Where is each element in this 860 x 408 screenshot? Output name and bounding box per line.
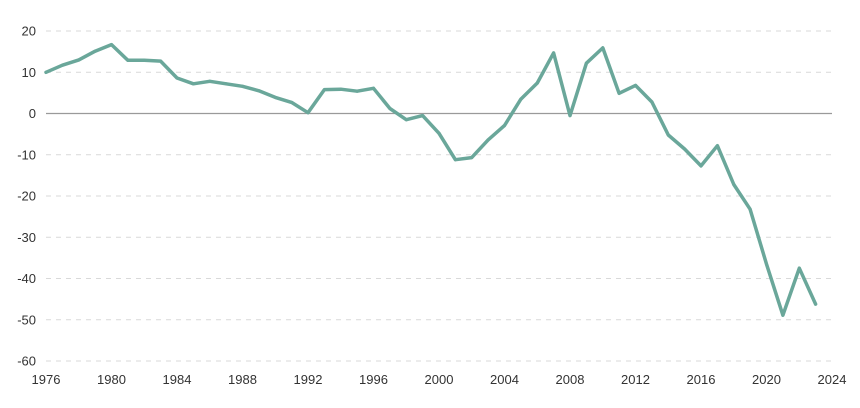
data-point [650, 100, 654, 104]
data-point [584, 61, 588, 65]
data-point [191, 82, 195, 86]
x-tick-label: 2004 [490, 372, 519, 387]
gridlines [46, 30, 832, 362]
data-point [732, 183, 736, 186]
data-point [44, 70, 48, 74]
data-point [257, 89, 261, 93]
x-tick-label: 1976 [32, 372, 61, 387]
data-point [797, 266, 801, 270]
data-point [437, 131, 441, 135]
series-layer [44, 42, 818, 317]
y-tick-label: -20 [17, 189, 36, 204]
series-line [44, 42, 818, 317]
x-axis-tick-labels: 1976 1980 1984 1988 1992 1996 2000 2004 2008 2012… [32, 372, 847, 387]
y-tick-label: -30 [17, 230, 36, 245]
data-point [715, 144, 719, 148]
data-point [503, 124, 506, 127]
x-tick-label: 2000 [425, 372, 454, 387]
data-point [568, 114, 572, 118]
data-point [683, 147, 687, 151]
data-point [453, 158, 457, 162]
x-tick-label: 1996 [359, 372, 388, 387]
data-point [224, 82, 228, 86]
data-point [781, 313, 785, 317]
data-point [126, 58, 130, 62]
data-point [355, 89, 359, 93]
data-point [486, 138, 490, 142]
data-point [290, 100, 294, 104]
data-point [142, 58, 146, 62]
y-tick-label: -60 [17, 354, 36, 369]
data-point [159, 59, 163, 63]
x-tick-label: 1992 [294, 372, 323, 387]
data-point [814, 302, 818, 306]
data-point [388, 107, 392, 110]
x-tick-label: 2008 [556, 372, 585, 387]
x-tick-label: 2020 [752, 372, 781, 387]
y-tick-label: -40 [17, 271, 36, 286]
data-point [617, 91, 621, 95]
x-tick-label: 1988 [228, 372, 257, 387]
data-point [748, 207, 752, 211]
data-point [93, 49, 97, 53]
y-tick-label: 0 [29, 106, 36, 121]
data-point [339, 87, 343, 91]
y-tick-label: 20 [22, 24, 36, 39]
data-point [77, 58, 81, 62]
data-point [372, 86, 375, 90]
data-point [60, 63, 64, 67]
data-point [535, 81, 539, 85]
data-point [110, 43, 113, 47]
data-point [421, 114, 425, 118]
x-tick-label: 2024 [818, 372, 847, 387]
data-point [519, 97, 523, 101]
x-tick-label: 1984 [163, 372, 192, 387]
data-point [241, 84, 244, 88]
data-point [175, 76, 179, 80]
y-tick-label: 10 [22, 65, 36, 80]
data-point [634, 83, 637, 87]
data-point [470, 156, 474, 160]
data-point [306, 111, 310, 115]
data-point [552, 51, 556, 55]
data-point [273, 95, 277, 99]
data-point [699, 164, 703, 168]
data-point [666, 133, 670, 137]
data-point [322, 88, 326, 92]
x-tick-label: 2012 [621, 372, 650, 387]
x-tick-label: 2016 [687, 372, 716, 387]
y-tick-label: -10 [17, 147, 36, 162]
data-point [765, 262, 768, 266]
x-tick-label: 1980 [97, 372, 126, 387]
data-point [208, 79, 212, 83]
data-point [404, 118, 408, 122]
data-point [601, 46, 605, 50]
y-axis-tick-labels: 20 10 0 -10 -20 -30 -40 -50 -60 [17, 24, 36, 369]
y-tick-label: -50 [17, 312, 36, 327]
